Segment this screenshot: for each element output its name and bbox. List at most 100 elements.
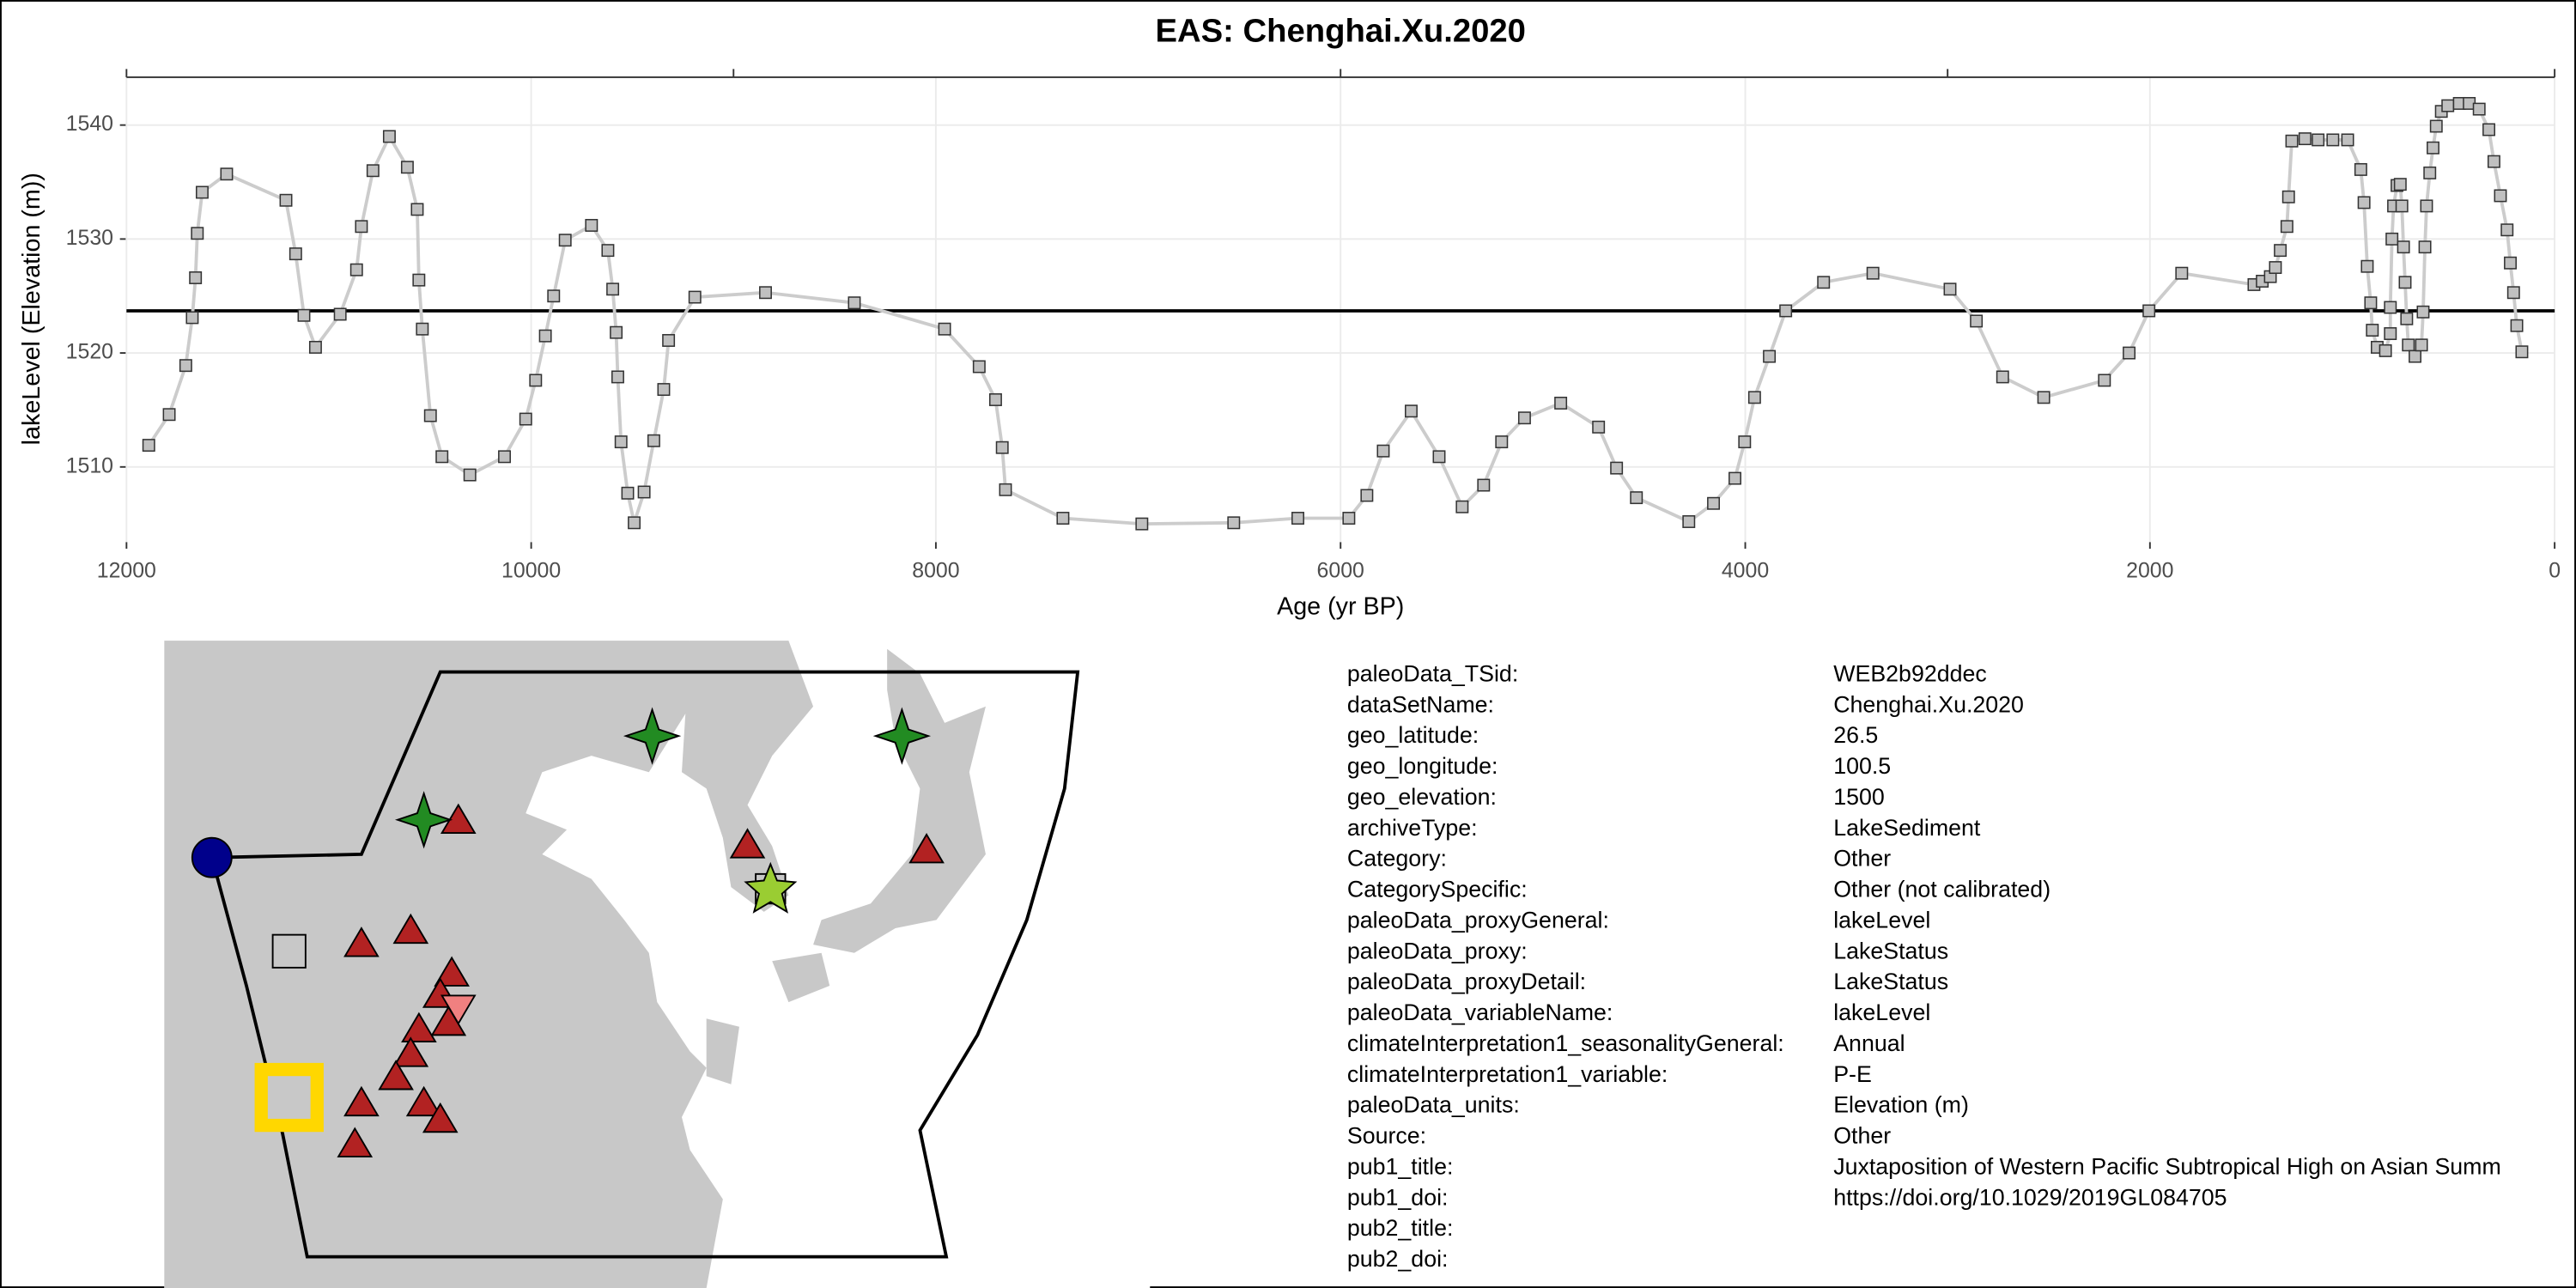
meta-key: CategorySpecific: [1347, 877, 1528, 902]
data-point [2385, 232, 2399, 246]
plot: 1510 1520 1530 1540 12000 10000 8000 6000 4000 20… [66, 69, 2561, 582]
meta-value: Other [1833, 846, 1891, 872]
data-point [1747, 391, 1761, 404]
meta-key: paleoData_units: [1347, 1092, 1520, 1118]
data-point [2341, 133, 2354, 147]
data-point [621, 486, 635, 500]
data-point [463, 468, 477, 482]
data-point [2379, 343, 2392, 357]
data-point [1970, 314, 1984, 328]
site-marker [908, 833, 945, 864]
data-point [1817, 276, 1831, 289]
data-point [400, 161, 414, 174]
data-point [1360, 489, 1374, 502]
map [164, 641, 1151, 1288]
meta-value: 1500 [1833, 784, 1885, 810]
data-point [601, 244, 615, 258]
site-marker [729, 828, 766, 859]
x-tick-label: 6000 [1317, 558, 1364, 582]
meta-key: paleoData_proxyDetail: [1347, 969, 1586, 994]
data-point [1554, 397, 1568, 410]
data-point [2487, 155, 2500, 168]
data-point [355, 220, 368, 234]
data-point [2400, 312, 2414, 325]
site-marker [422, 1102, 459, 1133]
meta-value: lakeLevel [1833, 907, 1930, 933]
map-korea [682, 641, 814, 912]
data-point [2366, 324, 2379, 337]
meta-key: paleoData_variableName: [1347, 999, 1613, 1025]
data-point [289, 247, 302, 261]
data-point [2393, 178, 2407, 191]
x-tick-label: 0 [2549, 558, 2561, 582]
site-marker [405, 1085, 442, 1117]
meta-key: geo_elevation: [1347, 784, 1497, 810]
data-point [142, 439, 155, 453]
data-point [349, 263, 363, 276]
data-point [1866, 266, 1880, 280]
data-point [2285, 134, 2299, 148]
meta-value: Annual [1833, 1030, 1905, 1056]
data-point [848, 296, 861, 310]
data-point [2441, 99, 2455, 112]
data-point [1592, 420, 1606, 434]
meta-key: paleoData_TSid: [1347, 660, 1518, 686]
meta-key: paleoData_proxy: [1347, 938, 1528, 963]
site-marker [872, 707, 932, 765]
data-point [189, 271, 203, 284]
data-point [538, 329, 552, 343]
meta-key: pub2_title: [1347, 1215, 1454, 1241]
meta-value: LakeStatus [1833, 938, 1948, 963]
meta-key: geo_longitude: [1347, 753, 1498, 779]
meta-value: 100.5 [1833, 753, 1891, 779]
data-point [1342, 512, 1356, 525]
meta-key: dataSetName: [1347, 691, 1494, 717]
data-point [333, 307, 347, 321]
meta-key: pub1_doi: [1347, 1184, 1449, 1210]
data-point [1630, 491, 1643, 505]
data-point [2123, 346, 2136, 360]
data-point [1227, 516, 1241, 530]
meta-value: Juxtaposition of Western Pacific Subtrop… [1833, 1153, 2501, 1179]
data-point [1728, 471, 1741, 485]
data-point [2402, 338, 2415, 352]
data-point [2510, 319, 2524, 332]
data-point [2429, 119, 2443, 133]
data-point [498, 450, 511, 464]
site-marker [434, 956, 470, 987]
data-point [2494, 189, 2507, 203]
meta-value: https://doi.org/10.1029/2019GL084705 [1833, 1184, 2227, 1210]
data-point [2384, 327, 2397, 340]
meta-key: Category: [1347, 846, 1447, 872]
data-point [2397, 240, 2410, 254]
meta-key: climateInterpretation1_seasonalityGenera… [1347, 1030, 1784, 1056]
x-tick-label: 4000 [1722, 558, 1769, 582]
data-point [2427, 141, 2439, 155]
data-point [2409, 349, 2421, 363]
triangle-markers [337, 803, 945, 1157]
data-point [547, 289, 561, 303]
data-point [1455, 500, 1469, 513]
data-point [297, 308, 311, 322]
data-point [2504, 256, 2517, 270]
data-point [2364, 296, 2378, 310]
site-marker [343, 927, 380, 957]
selected-site [254, 1062, 324, 1133]
data-point [2420, 199, 2433, 213]
data-point [519, 412, 532, 426]
data-point [1056, 512, 1070, 525]
data-point [688, 290, 702, 304]
data-point [558, 234, 572, 247]
y-tick-label: 1530 [66, 226, 113, 250]
data-point [1135, 517, 1149, 531]
data-point [2312, 133, 2325, 147]
y-tick-label: 1520 [66, 340, 113, 364]
meta-key: pub2_doi: [1347, 1246, 1449, 1272]
data-point [2280, 220, 2293, 234]
data-point [2142, 304, 2156, 318]
site-marker [191, 836, 233, 878]
data-point [2274, 244, 2287, 258]
data-point [610, 325, 623, 339]
data-point [195, 185, 209, 199]
